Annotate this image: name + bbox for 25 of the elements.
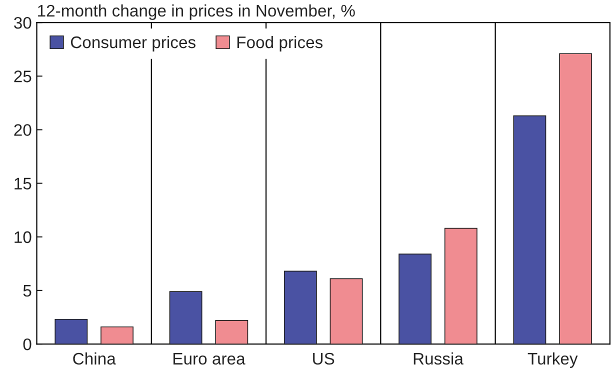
bar bbox=[513, 115, 546, 344]
bar bbox=[284, 270, 317, 344]
bar bbox=[559, 53, 592, 344]
y-tick-label: 15 bbox=[14, 178, 32, 190]
legend-label: Food prices bbox=[237, 36, 323, 52]
bar bbox=[215, 320, 248, 344]
bar bbox=[330, 278, 363, 344]
bar bbox=[444, 228, 478, 344]
bar bbox=[54, 318, 88, 344]
y-tick-label: 25 bbox=[14, 70, 32, 82]
x-tick-label: Russia bbox=[414, 352, 464, 365]
bar bbox=[169, 291, 202, 344]
bar bbox=[398, 254, 432, 344]
y-tick-label: 5 bbox=[23, 285, 32, 297]
y-tick-label: 30 bbox=[14, 16, 32, 29]
y-tick-label: 0 bbox=[23, 338, 32, 350]
x-tick-label: Turkey bbox=[528, 352, 578, 368]
x-tick-label: China bbox=[73, 352, 116, 365]
y-tick-label: 20 bbox=[14, 124, 32, 136]
legend-label: Consumer prices bbox=[70, 36, 196, 52]
y-tick-label: 10 bbox=[14, 231, 32, 244]
x-tick-label: Euro area bbox=[174, 352, 246, 365]
x-tick-label: US bbox=[313, 352, 334, 365]
chart-title: 12-month change in prices in November, % bbox=[38, 4, 355, 20]
bar bbox=[100, 326, 134, 344]
